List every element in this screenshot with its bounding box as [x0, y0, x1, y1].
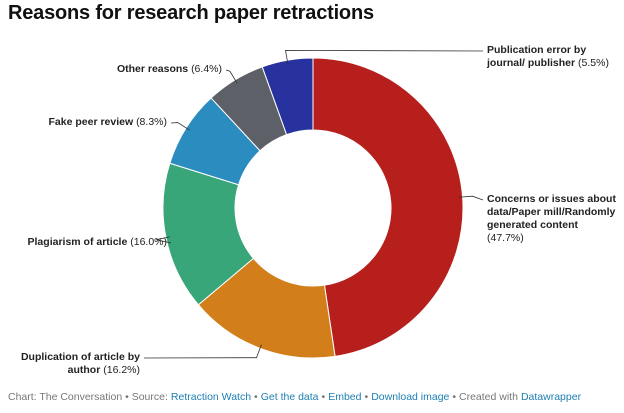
footer-link[interactable]: Download image [371, 391, 450, 403]
footer-text: • [321, 391, 326, 403]
value-label: (47.7%) [487, 232, 524, 244]
leader-line [225, 69, 238, 84]
chart-title: Reasons for research paper retractions [8, 2, 374, 24]
leader-line [458, 195, 484, 201]
value-label: (5.5%) [578, 57, 609, 69]
footer-link[interactable]: Embed [328, 391, 362, 403]
segment-label: Duplication of article by author (16.2%) [10, 351, 140, 377]
category-name: Fake peer review [48, 116, 134, 128]
footer-text: • [364, 391, 369, 403]
category-name: Publication error by journal/ publisher [487, 44, 587, 69]
category-name: Other reasons [116, 63, 189, 75]
category-name: Duplication of article by author [20, 351, 140, 376]
value-label: (8.3%) [136, 116, 167, 128]
footer: Chart: The Conversation • Source: Retract… [8, 391, 584, 403]
segment-label: Other reasons (6.4%) [62, 63, 222, 76]
leader-line [143, 344, 262, 359]
category-name: Concerns or issues about data/Paper mill… [487, 193, 616, 231]
leader-line [156, 236, 172, 244]
segment-label: Plagiarism of article (16.0%) [7, 236, 167, 249]
segment-label: Fake peer review (8.3%) [7, 116, 168, 129]
category-name: Plagiarism of article [27, 236, 128, 248]
leader-line [170, 122, 190, 131]
segment-label: Publication error by journal/ publisher … [487, 44, 622, 70]
value-label: (6.4%) [191, 63, 222, 75]
donut-segment [312, 57, 464, 357]
footer-link[interactable]: Get the data [260, 391, 319, 403]
footer-text: Chart: The Conversation • Source: [8, 391, 168, 403]
donut-segment [261, 57, 314, 136]
leader-line [285, 49, 484, 65]
footer-text: • [254, 391, 258, 403]
value-label: (16.0%) [130, 236, 167, 248]
footer-link[interactable]: Datawrapper [520, 391, 582, 403]
segment-label: Concerns or issues about data/Paper mill… [487, 193, 617, 245]
footer-text: • Created with [452, 391, 518, 403]
value-label: (16.2%) [103, 364, 140, 376]
footer-link[interactable]: Retraction Watch [170, 391, 252, 403]
